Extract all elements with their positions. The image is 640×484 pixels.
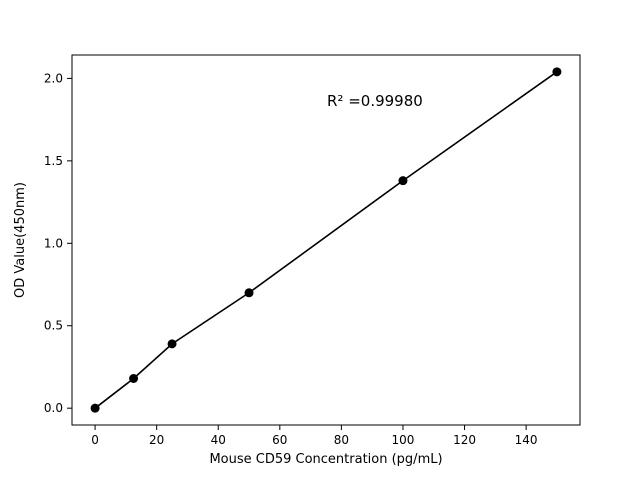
data-point: [552, 67, 562, 77]
x-axis-label: Mouse CD59 Concentration (pg/mL): [209, 452, 442, 467]
y-tick-label: 0.5: [44, 319, 63, 333]
x-tick-label: 100: [392, 433, 415, 447]
r-squared-annotation: R² =0.99980: [327, 92, 423, 110]
y-tick-label: 2.0: [44, 71, 63, 85]
axes-background: [72, 55, 580, 425]
x-tick-label: 20: [149, 433, 164, 447]
x-tick-label: 40: [211, 433, 226, 447]
x-tick-label: 0: [91, 433, 99, 447]
plot-area: 0 20 40 60 80 100 120 140 0.0 0.5 1.0 1.5 2.0: [44, 54, 581, 447]
y-tick-label: 0.0: [44, 401, 63, 415]
axes-spines: [71, 54, 581, 426]
data-point: [244, 288, 254, 298]
data-point: [129, 374, 139, 384]
x-tick-label: 60: [272, 433, 287, 447]
y-tick-label: 1.0: [44, 236, 63, 250]
data-point: [167, 339, 177, 349]
data-point: [398, 176, 408, 186]
x-tick-label: 140: [515, 433, 538, 447]
fit-line: [94, 71, 558, 409]
y-tick-label: 1.5: [44, 154, 63, 168]
x-tick-label: 80: [334, 433, 349, 447]
data-point: [90, 403, 100, 413]
x-tick-label: 120: [453, 433, 476, 447]
y-axis-label: OD Value(450nm): [13, 182, 28, 298]
